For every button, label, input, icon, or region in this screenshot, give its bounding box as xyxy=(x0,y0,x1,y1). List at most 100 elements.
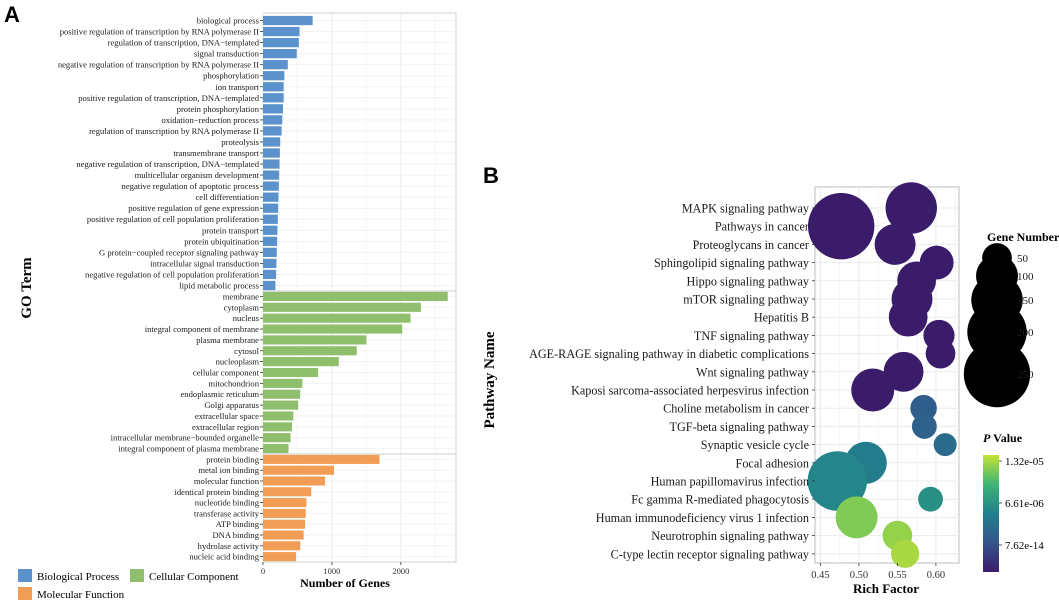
bar-chart-tick-label-y: regulation of transcription, DNA−templat… xyxy=(108,38,260,48)
bar-hydrolase-activity xyxy=(263,541,301,551)
bar-metal-ion-binding xyxy=(263,465,334,475)
pathway-label-sphingolipid-signaling-pathway: Sphingolipid signaling pathway xyxy=(654,256,810,270)
bar-chart-tick-label-y: extracellular space xyxy=(195,411,259,421)
bar-molecular-function xyxy=(263,476,326,486)
bar-chart-tick-label-y: intracellular signal transduction xyxy=(150,258,260,268)
bar-chart-tick-label-x: 1000 xyxy=(323,566,340,576)
bar-chart-tick-label-y: metal ion binding xyxy=(198,465,259,475)
legend-label-cellular-component: Cellular Component xyxy=(149,571,239,583)
bar-negative-regulation-of-transcription-dna-templated xyxy=(263,159,280,169)
bar-negative-regulation-of-cell-population-proliferation xyxy=(263,269,277,280)
bar-chart-tick-label-y: negative regulation of apoptotic process xyxy=(122,181,260,191)
pathway-label-mapk-signaling-pathway: MAPK signaling pathway xyxy=(682,202,810,216)
gene-number-legend-label: 250 xyxy=(1017,369,1034,381)
pathway-label-c-type-lectin-receptor-signaling-pathway: C-type lectin receptor signaling pathway xyxy=(611,547,810,561)
kegg-bubble-chart: MAPK signaling pathway Pathways in cancer… xyxy=(482,182,1059,596)
bubble-chart-y-axis-title: Pathway Name xyxy=(482,331,498,428)
bar-chart-tick-label-y: signal transduction xyxy=(194,49,260,59)
p-value-colorbar xyxy=(983,455,999,572)
bar-chart-tick-label-y: ATP binding xyxy=(216,519,260,529)
bar-extracellular-region xyxy=(263,422,292,432)
bar-ion-transport xyxy=(263,82,284,92)
pathway-label-neurotrophin-signaling-pathway: Neurotrophin signaling pathway xyxy=(651,529,810,543)
bar-nucleic-acid-binding xyxy=(263,552,297,562)
pathway-label-hippo-signaling-pathway: Hippo signaling pathway xyxy=(686,274,809,288)
bar-chart-y-axis-title: GO Term xyxy=(19,257,35,319)
bubble-chart-tick-label-x: 0.60 xyxy=(927,570,945,581)
bar-chart-tick-label-y: Golgi apparatus xyxy=(204,400,259,410)
panel-label-b: B xyxy=(483,163,499,188)
bubble-human-immunodeficiency-virus-1-infection xyxy=(835,496,878,539)
p-value-label-min: 7.62e-14 xyxy=(1005,540,1044,552)
pathway-label-synaptic-vesicle-cycle: Synaptic vesicle cycle xyxy=(701,438,809,452)
bar-dna-binding xyxy=(263,530,304,540)
gene-number-legend-label: 100 xyxy=(1017,271,1034,283)
bar-chart-x-axis-title: Number of Genes xyxy=(300,576,390,590)
bar-intracellular-membrane-bounded-organelle xyxy=(263,433,291,443)
pathway-label-human-immunodeficiency-virus-1-infection: Human immunodeficiency virus 1 infection xyxy=(596,511,809,525)
bar-chart-tick-label-y: intracellular membrane−bounded organelle xyxy=(111,433,260,443)
bar-chart-tick-label-y: nucleotide binding xyxy=(195,498,260,508)
gene-number-legend-label: 200 xyxy=(1017,327,1034,339)
bar-chart-tick-label-y: protein binding xyxy=(206,454,259,464)
bar-membrane xyxy=(263,291,448,301)
bar-transmembrane-transport xyxy=(263,148,280,158)
bar-protein-binding xyxy=(263,454,380,464)
bar-chart-tick-label-y: mitochondrion xyxy=(208,378,259,388)
bar-g-protein-coupled-receptor-signaling-pathway xyxy=(263,247,277,257)
bar-chart-tick-label-y: negative regulation of transcription, DN… xyxy=(76,159,259,169)
bar-negative-regulation-of-apoptotic-process xyxy=(263,181,279,191)
bar-chart-tick-label-y: negative regulation of transcription by … xyxy=(58,60,259,70)
bar-cytosol xyxy=(263,346,357,356)
bar-chart-tick-label-y: integral component of plasma membrane xyxy=(118,444,259,454)
pathway-label-human-papillomavirus-infection: Human papillomavirus infection xyxy=(651,475,809,489)
bubble-chart-tick-label-x: 0.45 xyxy=(811,570,829,581)
bubble-proteoglycans-in-cancer xyxy=(874,223,916,265)
legend-label-biological-process: Biological Process xyxy=(37,571,119,583)
bar-chart-legend: Biological Process Cellular Component Mo… xyxy=(18,569,239,601)
legend-swatch-molecular-function xyxy=(18,587,32,600)
bubble-choline-metabolism-in-cancer xyxy=(910,394,937,422)
bar-identical-protein-binding xyxy=(263,487,312,497)
bar-atp-binding xyxy=(263,519,306,529)
bar-cytoplasm xyxy=(263,302,421,312)
bar-phosphorylation xyxy=(263,71,285,81)
bar-chart-tick-label-y: oxidation−reduction process xyxy=(161,115,259,125)
gene-number-legend-circle xyxy=(963,340,1031,408)
bar-chart-tick-label-y: ion transport xyxy=(215,82,259,92)
pathway-label-proteoglycans-in-cancer: Proteoglycans in cancer xyxy=(693,238,809,252)
bar-regulation-of-transcription-dna-templated xyxy=(263,37,299,48)
p-value-legend-title-italic: P xyxy=(983,431,991,445)
bar-chart-tick-label-y: lipid metabolic process xyxy=(179,280,259,290)
pathway-label-hepatitis-b: Hepatitis B xyxy=(754,311,809,325)
bar-plasma-membrane xyxy=(263,335,367,345)
bar-chart-tick-label-x: 0 xyxy=(261,566,265,576)
bar-integral-component-of-plasma-membrane xyxy=(263,444,289,454)
bar-proteolysis xyxy=(263,137,281,147)
bar-oxidation-reduction-process xyxy=(263,115,283,125)
bar-chart-tick-label-y: nucleoplasm xyxy=(216,357,260,367)
bar-intracellular-signal-transduction xyxy=(263,258,277,269)
bar-chart-tick-label-y: positive regulation of transcription, DN… xyxy=(78,93,259,103)
bubble-chart-tick-label-x: 0.50 xyxy=(850,570,868,581)
bubble-chart-x-axis-title: Rich Factor xyxy=(853,581,919,596)
pathway-label-pathways-in-cancer: Pathways in cancer xyxy=(715,220,809,234)
bar-chart-tick-label-y: hydrolase activity xyxy=(198,541,260,551)
bar-chart-tick-label-y: G protein−coupled receptor signaling pat… xyxy=(99,247,260,257)
pathway-label-choline-metabolism-in-cancer: Choline metabolism in cancer xyxy=(663,402,809,416)
bar-chart-tick-label-y: positive regulation of transcription by … xyxy=(60,27,259,37)
bar-nucleotide-binding xyxy=(263,498,307,508)
bubble-kaposi-sarcoma-associated-herpesvirus-infection xyxy=(851,368,895,412)
bar-positive-regulation-of-gene-expression xyxy=(263,203,279,213)
bar-extracellular-space xyxy=(263,411,294,421)
pathway-label-wnt-signaling-pathway: Wnt signaling pathway xyxy=(696,365,810,379)
bar-chart-tick-label-y: negative regulation of cell population p… xyxy=(85,269,260,279)
bar-chart-tick-label-y: nucleic acid binding xyxy=(189,552,259,562)
bar-chart-tick-label-y: transmembrane transport xyxy=(173,148,259,158)
bar-protein-ubiquitination xyxy=(263,236,278,246)
bar-protein-phosphorylation xyxy=(263,104,283,114)
bar-chart-tick-label-y: protein transport xyxy=(202,225,260,235)
pathway-label-kaposi-sarcoma-associated-herpesvirus-infection: Kaposi sarcoma-associated herpesvirus in… xyxy=(571,384,809,398)
bar-chart-tick-label-y: cellular component xyxy=(193,368,260,378)
bar-chart-tick-label-y: protein phosphorylation xyxy=(177,104,260,114)
